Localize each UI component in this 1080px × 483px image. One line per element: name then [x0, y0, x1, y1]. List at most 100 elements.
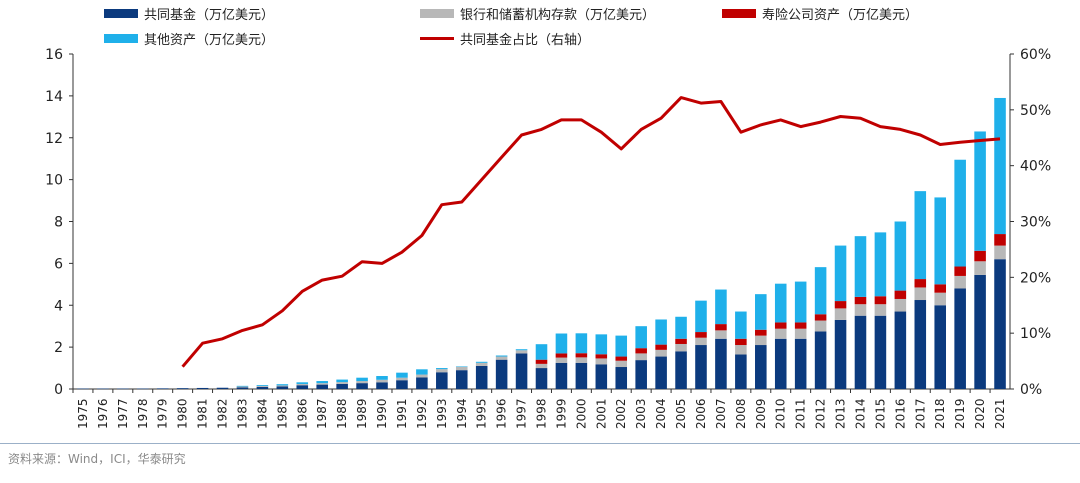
x-tick-label: 1994: [455, 398, 469, 429]
bar-bank-deposits: [934, 292, 947, 306]
bar-other-assets: [336, 379, 348, 383]
bar-bank-deposits: [715, 330, 727, 339]
x-tick-label: 2015: [873, 398, 887, 429]
bar-bank-deposits: [575, 357, 588, 363]
bar-mutual-funds: [715, 338, 727, 389]
y-tick-label: 2: [54, 340, 63, 356]
bar-bank-deposits: [416, 374, 428, 378]
bar-bank-deposits: [495, 356, 508, 360]
source-note: 资料来源：Wind，ICI，华泰研究: [8, 452, 186, 466]
bar-bank-deposits: [794, 328, 807, 339]
x-tick-label: 2003: [634, 398, 648, 429]
bar-bank-deposits: [236, 386, 249, 388]
chart-legend: 共同基金（万亿美元） 银行和储蓄机构存款（万亿美元） 寿险公司资产（万亿美元） …: [0, 0, 1080, 50]
bar-other-assets: [695, 300, 707, 333]
bar-mutual-funds: [176, 388, 189, 389]
bar-bank-deposits: [914, 287, 927, 301]
bar-mutual-funds: [575, 362, 588, 389]
bar-mutual-funds: [136, 388, 149, 390]
bar-other-assets: [655, 319, 667, 345]
bar-other-assets: [834, 245, 847, 302]
bar-mutual-funds: [615, 367, 628, 389]
bar-mutual-funds: [954, 288, 966, 389]
bar-mutual-funds: [495, 359, 508, 389]
bar-other-assets: [416, 369, 428, 375]
legend-label-other-assets: 其他资产（万亿美元）: [144, 33, 275, 48]
x-tick-label: 1986: [295, 398, 309, 429]
bar-mutual-funds: [774, 338, 787, 389]
bar-other-assets: [854, 236, 867, 297]
legend-label-bank-deposits: 银行和储蓄机构存款（万亿美元）: [460, 8, 656, 23]
x-tick-label: 1989: [355, 398, 369, 429]
x-tick-label: 1992: [415, 398, 429, 429]
bar-other-assets: [954, 159, 966, 267]
x-tick-label: 1995: [475, 398, 489, 429]
legend-swatch-other-assets: [104, 34, 138, 43]
x-tick-label: 1982: [216, 398, 230, 429]
bar-bank-deposits: [436, 369, 448, 373]
legend-item-other-assets: 其他资产（万亿美元）: [104, 29, 274, 48]
bar-mutual-funds: [994, 259, 1006, 389]
bar-bank-deposits: [396, 377, 408, 381]
bar-bank-deposits: [595, 358, 608, 365]
x-tick-label: 2006: [694, 398, 708, 429]
x-tick-label: 2008: [734, 398, 748, 429]
y-tick-label: 12: [45, 131, 63, 147]
y-tick-label: 0: [54, 382, 63, 398]
x-tick-label: 2001: [594, 398, 608, 429]
x-tick-label: 2018: [933, 398, 947, 429]
bar-mutual-funds: [675, 351, 687, 389]
bar-other-assets: [615, 335, 628, 357]
y2-tick-label: 50%: [1020, 103, 1051, 119]
bar-other-assets: [974, 131, 986, 251]
bar-mutual-funds: [914, 300, 927, 389]
bar-mutual-funds: [276, 386, 289, 389]
bar-other-assets: [794, 281, 807, 323]
x-tick-label: 1998: [535, 398, 549, 429]
bar-mutual-funds: [316, 384, 328, 389]
bar-bank-deposits: [854, 304, 867, 316]
bar-mutual-funds: [396, 380, 408, 389]
x-tick-label: 2017: [913, 398, 927, 429]
bar-life-insurance: [874, 296, 887, 305]
bar-bank-deposits: [455, 366, 468, 371]
bar-other-assets: [595, 334, 608, 355]
bar-life-insurance: [695, 332, 707, 338]
x-tick-label: 2007: [714, 398, 728, 429]
bar-mutual-funds: [77, 388, 89, 390]
x-tick-label: 1979: [156, 398, 170, 429]
x-tick-label: 2011: [794, 398, 808, 429]
bar-mutual-funds: [874, 315, 887, 389]
bar-life-insurance: [635, 348, 647, 354]
y-tick-label: 8: [54, 215, 63, 231]
bar-mutual-funds: [695, 345, 707, 389]
bar-life-insurance: [954, 266, 966, 276]
bar-other-assets: [994, 97, 1006, 235]
bar-mutual-funds: [974, 274, 986, 389]
bar-bank-deposits: [316, 383, 328, 385]
bar-mutual-funds: [156, 388, 169, 389]
bar-mutual-funds: [256, 386, 269, 389]
bar-life-insurance: [615, 356, 628, 361]
bar-bank-deposits: [655, 349, 667, 357]
bar-bank-deposits: [755, 335, 767, 346]
bar-bank-deposits: [475, 362, 488, 366]
x-tick-label: 1988: [335, 398, 349, 429]
bar-life-insurance: [814, 314, 827, 321]
bar-other-assets: [715, 289, 727, 325]
legend-item-life-insurance: 寿险公司资产（万亿美元）: [722, 4, 918, 23]
x-tick-label: 1991: [395, 398, 409, 429]
bar-mutual-funds: [236, 387, 249, 389]
bar-other-assets: [735, 311, 747, 339]
bar-other-assets: [914, 191, 927, 280]
bar-life-insurance: [914, 279, 927, 288]
x-tick-label: 2010: [774, 398, 788, 429]
bar-bank-deposits: [675, 343, 687, 352]
bar-life-insurance: [854, 296, 867, 305]
bar-other-assets: [396, 372, 408, 378]
bar-other-assets: [256, 385, 269, 386]
bar-life-insurance: [974, 250, 986, 262]
bar-life-insurance: [894, 290, 907, 299]
bar-mutual-funds: [595, 364, 608, 389]
bar-mutual-funds: [635, 360, 647, 389]
